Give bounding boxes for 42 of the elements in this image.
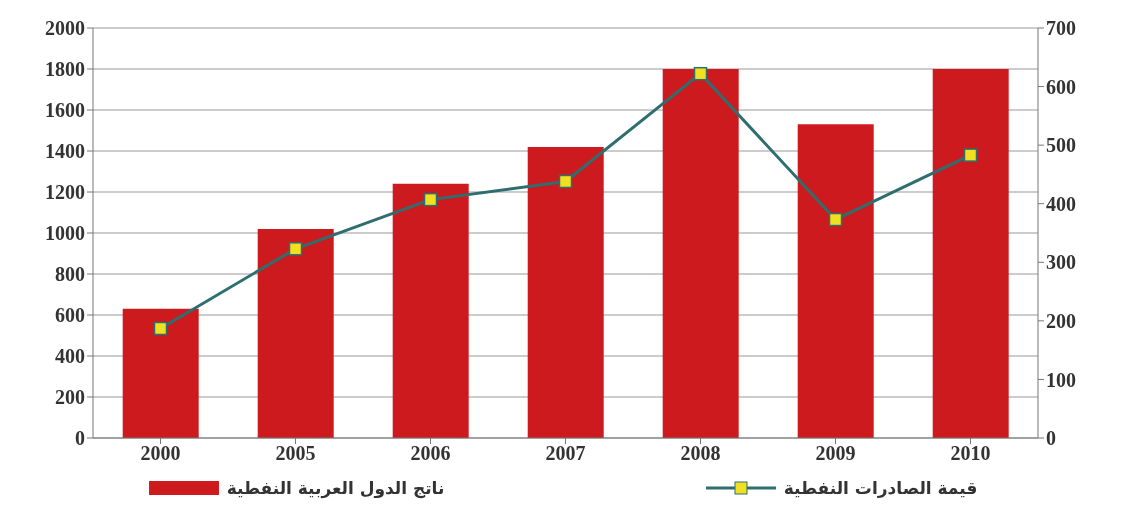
point: [963, 148, 978, 162]
y-tick-label: 1000: [45, 222, 85, 245]
y2-tick-label: 200: [1046, 309, 1076, 332]
y2-tick-label: 100: [1046, 368, 1076, 391]
point: [693, 66, 708, 81]
point: [153, 321, 168, 336]
bar: [122, 308, 199, 438]
x-tick-label: 2000: [140, 442, 181, 465]
y-tick-label: 200: [55, 386, 85, 409]
point: [423, 192, 438, 207]
bar: [932, 69, 1009, 438]
point: [558, 174, 573, 189]
y-tick-label: 1200: [45, 181, 85, 204]
bar: [257, 228, 334, 438]
point: [828, 212, 843, 227]
bar: [662, 69, 739, 438]
y2-tick-label: 500: [1046, 134, 1076, 157]
y-tick-label: 1400: [45, 140, 85, 163]
legend-label: قيمة الصادرات النفطية: [783, 478, 978, 498]
y2-tick-label: 600: [1046, 75, 1076, 98]
x-tick-label: 2005: [275, 442, 316, 465]
y-tick-label: 600: [55, 304, 85, 327]
y-tick-label: 800: [55, 263, 85, 286]
y-tick-label: 1600: [45, 99, 85, 122]
y-tick-label: 2000: [45, 17, 85, 40]
bar: [797, 124, 874, 438]
x-tick-label: 2008: [680, 442, 721, 465]
bar: [392, 183, 469, 438]
y-tick-label: 0: [75, 427, 85, 450]
x-tick-label: 2007: [545, 442, 586, 465]
y2-tick-label: 400: [1046, 192, 1076, 215]
y-tick-label: 400: [55, 345, 85, 368]
bar: [527, 146, 604, 438]
y2-tick-label: 700: [1046, 17, 1076, 40]
legend-label: ناتج الدول العربية النفطية: [226, 478, 445, 498]
y2-tick-label: 0: [1046, 427, 1056, 450]
x-tick-label: 2009: [815, 442, 856, 465]
x-tick-label: 2006: [410, 442, 451, 465]
y-tick-label: 1800: [45, 58, 85, 81]
y2-tick-label: 300: [1046, 251, 1076, 274]
x-tick-label: 2010: [950, 442, 991, 465]
point: [288, 242, 303, 256]
